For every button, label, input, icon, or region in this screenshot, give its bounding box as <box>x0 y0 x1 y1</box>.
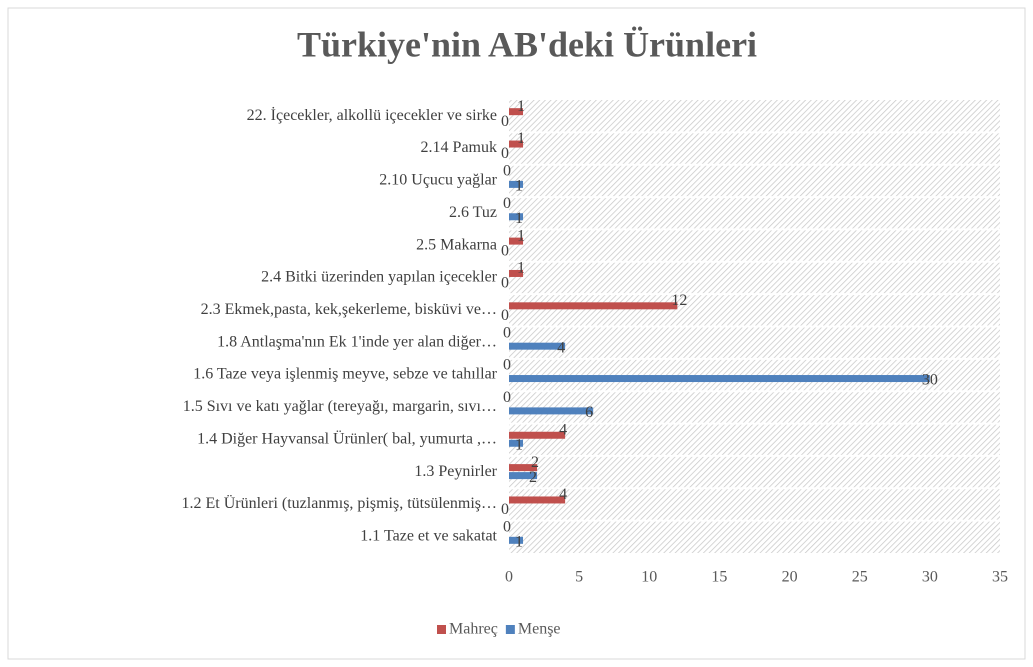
value-label: 1 <box>517 260 525 277</box>
legend-label: Menşe <box>518 621 561 638</box>
x-tick-label: 0 <box>505 569 513 586</box>
value-label: 1 <box>515 210 523 227</box>
bar <box>509 536 524 544</box>
x-tick-label: 20 <box>782 569 798 586</box>
y-tick-label: 22. İçecekler, alkollü içecekler ve sirk… <box>247 106 497 124</box>
value-label: 1 <box>517 98 525 115</box>
legend-label: Mahreç <box>449 621 498 638</box>
value-label: 0 <box>501 501 509 518</box>
bar <box>509 342 566 350</box>
bar <box>509 431 566 439</box>
chart-title: Türkiye'nin AB'deki Ürünleri <box>297 24 757 64</box>
value-label: 4 <box>559 421 567 438</box>
legend-swatch <box>505 625 515 634</box>
bar <box>509 180 524 188</box>
value-label: 1 <box>517 130 525 147</box>
value-label: 0 <box>501 242 509 259</box>
x-tick-label: 25 <box>852 569 868 586</box>
bar <box>509 108 524 116</box>
value-label: 0 <box>501 113 509 130</box>
y-tick-label: 1.4 Diğer Hayvansal Ürünler( bal, yumurt… <box>197 429 497 447</box>
bar <box>509 464 538 472</box>
value-label: 0 <box>503 357 511 374</box>
value-label: 1 <box>515 533 523 550</box>
value-label: 1 <box>515 178 523 195</box>
value-label: 0 <box>503 195 511 212</box>
value-label: 0 <box>501 275 509 292</box>
value-label: 0 <box>503 163 511 180</box>
x-tick-label: 30 <box>922 569 938 586</box>
bar <box>509 439 524 447</box>
y-tick-label: 1.8 Antlaşma'nın Ek 1'inde yer alan diğe… <box>217 333 497 350</box>
y-tick-label: 1.1 Taze et ve sakatat <box>360 527 497 544</box>
value-label: 2 <box>531 454 539 471</box>
value-label: 0 <box>503 389 511 406</box>
y-tick-label: 1.5 Sıvı ve katı yağlar (tereyağı, marga… <box>183 398 497 415</box>
y-tick-label: 2.10 Uçucu yağlar <box>379 172 497 189</box>
legend-swatch <box>437 625 446 634</box>
value-label: 0 <box>501 307 509 324</box>
value-label: 4 <box>557 339 565 356</box>
bar <box>509 140 524 148</box>
y-tick-label: 1.2 Et Ürünleri (tuzlanmış, pişmiş, tüts… <box>181 494 497 512</box>
bar <box>509 472 538 480</box>
bar <box>509 237 524 245</box>
y-tick-label: 2.6 Tuz <box>449 204 497 221</box>
bar <box>509 375 930 383</box>
y-tick-label: 1.3 Peynirler <box>414 463 497 480</box>
bar <box>509 302 678 310</box>
value-label: 0 <box>501 145 509 162</box>
x-tick-label: 35 <box>992 569 1008 586</box>
value-label: 12 <box>671 292 687 309</box>
x-tick-label: 15 <box>711 569 727 586</box>
bar <box>509 407 594 415</box>
y-tick-label: 1.6 Taze veya işlenmiş meyve, sebze ve t… <box>193 366 497 383</box>
value-label: 0 <box>503 324 511 341</box>
bar <box>509 213 524 221</box>
value-label: 2 <box>529 469 537 486</box>
value-label: 6 <box>585 404 593 421</box>
value-label: 1 <box>515 436 523 453</box>
value-label: 4 <box>559 486 567 503</box>
value-label: 0 <box>503 518 511 535</box>
x-tick-label: 10 <box>641 569 657 586</box>
bar <box>509 269 524 277</box>
bar <box>509 496 566 504</box>
y-tick-label: 2.14 Pamuk <box>421 139 497 156</box>
y-tick-label: 2.5 Makarna <box>416 236 497 253</box>
y-tick-label: 2.3 Ekmek,pasta, kek,şekerleme, bisküvi … <box>201 301 497 318</box>
value-label: 30 <box>922 372 938 389</box>
value-label: 1 <box>517 227 525 244</box>
y-tick-label: 2.4 Bitki üzerinden yapılan içecekler <box>261 269 498 286</box>
x-tick-label: 5 <box>575 569 583 586</box>
